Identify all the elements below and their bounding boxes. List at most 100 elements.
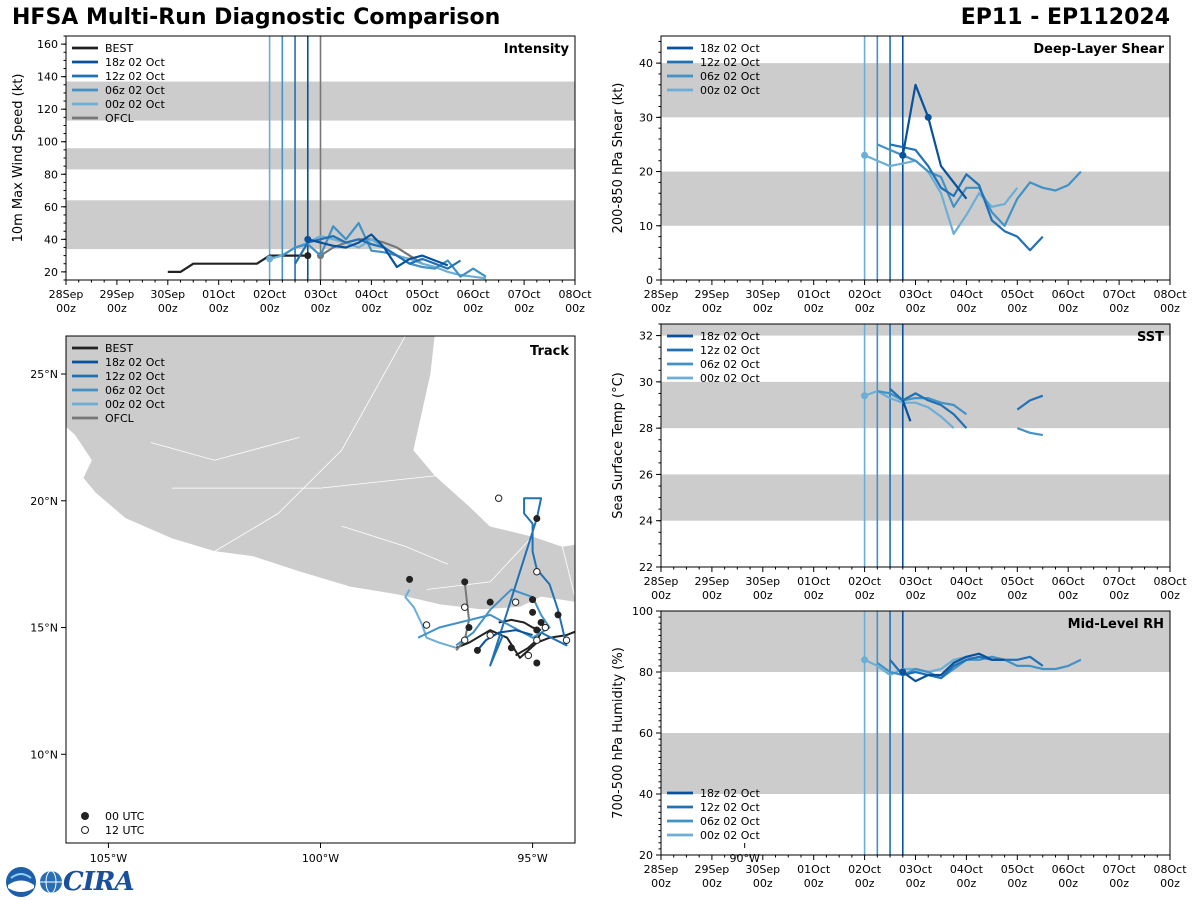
track-xtick-label: 105°W [90, 852, 127, 865]
sst-xtick-hour: 00z [906, 589, 926, 602]
rh-plot-area [661, 611, 1170, 855]
track-legend-label: 00z 02 Oct [105, 398, 165, 411]
sst-xtick-hour: 00z [957, 589, 977, 602]
track-point-12utc [486, 631, 494, 639]
sst-xtick-date: 08Oct [1153, 575, 1187, 588]
sst-threshold-band [661, 474, 1170, 521]
state-border [341, 525, 448, 565]
track-ytick-label: 20°N [30, 495, 58, 508]
track-point-12utc [562, 636, 571, 644]
rh-legend-label: 00z 02 Oct [700, 829, 760, 842]
rh-ytick-label: 60 [639, 727, 653, 740]
shear-ytick-label: 0 [646, 274, 653, 287]
shear-xtick-date: 05Oct [1001, 288, 1035, 301]
intensity-legend-label: 00z 02 Oct [105, 98, 165, 111]
sst-xtick-date: 04Oct [950, 575, 984, 588]
track-line-best [515, 632, 542, 657]
state-border [561, 546, 575, 598]
sst-xtick-hour: 00z [1160, 589, 1180, 602]
sst-series-06z-02-oct [1016, 427, 1043, 437]
sst-xtick-date: 29Sep [695, 575, 730, 588]
rh-threshold-band [661, 611, 1170, 672]
shear-marker-00z-02-oct [861, 151, 869, 159]
sst-series-18z-02-oct [901, 400, 912, 422]
intensity-marker-00z-02-oct [266, 255, 274, 263]
intensity-legend-label: BEST [105, 42, 133, 55]
track-legend-label: BEST [105, 342, 133, 355]
rh-series-18z-02-oct [902, 652, 1005, 683]
sst-legend-label: 00z 02 Oct [700, 372, 760, 385]
state-border [426, 536, 533, 590]
sst-xtick-date: 07Oct [1103, 575, 1137, 588]
track-ytick-label: 25°N [30, 368, 58, 381]
intensity-xtick-hour: 00z [260, 302, 280, 315]
sst-xtick-hour: 00z [1058, 589, 1078, 602]
sst-panel: 22242628303228Sep00z29Sep00z30Sep00z01Oc… [611, 323, 1187, 602]
shear-plot-area [661, 36, 1170, 280]
noaa-cira-logo: CIRA [5, 866, 135, 898]
track-point-00utc [537, 618, 545, 626]
intensity-xtick-date: 04Oct [355, 288, 389, 301]
rh-legend-label: 18z 02 Oct [700, 787, 760, 800]
track-point-12utc [511, 598, 520, 606]
sst-xtick-date: 02Oct [848, 575, 882, 588]
sst-xtick-hour: 00z [855, 589, 875, 602]
track-xtick-label: 95°W [517, 852, 547, 865]
intensity-xtick-hour: 00z [311, 302, 331, 315]
intensity-ytick-label: 60 [44, 201, 58, 214]
sst-xtick-hour: 00z [1007, 589, 1027, 602]
sst-xtick-hour: 00z [753, 589, 773, 602]
noaa-seal-icon [6, 867, 36, 897]
sst-xtick-date: 06Oct [1052, 575, 1086, 588]
intensity-xtick-date: 08Oct [558, 288, 592, 301]
sst-xtick-date: 01Oct [797, 575, 831, 588]
shear-ytick-label: 20 [639, 166, 653, 179]
track-line-06z-02-oct [417, 588, 551, 647]
sst-xtick-date: 05Oct [1001, 575, 1035, 588]
shear-marker-18z-02-oct [899, 151, 907, 159]
rh-xtick-hour: 00z [702, 877, 722, 890]
track-point-00utc [533, 626, 541, 634]
shear-xtick-hour: 00z [804, 302, 824, 315]
intensity-ylabel: 10m Max Wind Speed (kt) [11, 74, 26, 243]
intensity-series-00z-02-oct [269, 235, 487, 280]
intensity-ytick-label: 120 [37, 103, 58, 116]
track-point-00utc [533, 659, 541, 667]
intensity-legend-label: 06z 02 Oct [105, 84, 165, 97]
shear-marker-18z-02-oct [924, 113, 932, 121]
track-point-00utc [473, 646, 481, 654]
sst-xtick-date: 03Oct [899, 575, 933, 588]
shear-ytick-label: 10 [639, 220, 653, 233]
intensity-xtick-hour: 00z [209, 302, 229, 315]
rh-ylabel: 700-500 hPa Humidity (%) [611, 647, 626, 819]
shear-xtick-hour: 00z [702, 302, 722, 315]
shear-xtick-date: 29Sep [695, 288, 730, 301]
track-point-00utc [465, 624, 473, 632]
intensity-xtick-hour: 00z [412, 302, 432, 315]
rh-xtick-date: 05Oct [1001, 863, 1035, 876]
state-border [172, 475, 440, 489]
shear-legend-label: 00z 02 Oct [700, 84, 760, 97]
rh-xtick-hour: 00z [1007, 877, 1027, 890]
track-legend-label: OFCL [105, 412, 135, 425]
rh-xtick-date: 07Oct [1103, 863, 1137, 876]
track-xtick-label: 100°W [302, 852, 339, 865]
intensity-series-12z-02-oct [294, 235, 462, 270]
rh-xtick-date: 06Oct [1052, 863, 1086, 876]
shear-ylabel: 200-850 hPa Shear (kt) [611, 83, 626, 234]
sst-ytick-label: 28 [639, 422, 653, 435]
track-xtick-label: 90°W [729, 852, 759, 865]
rh-xtick-hour: 00z [957, 877, 977, 890]
state-border [214, 336, 406, 552]
intensity-xtick-date: 29Sep [100, 288, 135, 301]
track-point-00utc [461, 578, 469, 586]
rh-xtick-hour: 00z [1160, 877, 1180, 890]
track-ytick-label: 15°N [30, 622, 58, 635]
intensity-xtick-date: 06Oct [457, 288, 491, 301]
intensity-xtick-date: 03Oct [304, 288, 338, 301]
intensity-xtick-hour: 00z [514, 302, 534, 315]
sst-marker-00z-02-oct [861, 392, 869, 400]
rh-xtick-date: 29Sep [695, 863, 730, 876]
